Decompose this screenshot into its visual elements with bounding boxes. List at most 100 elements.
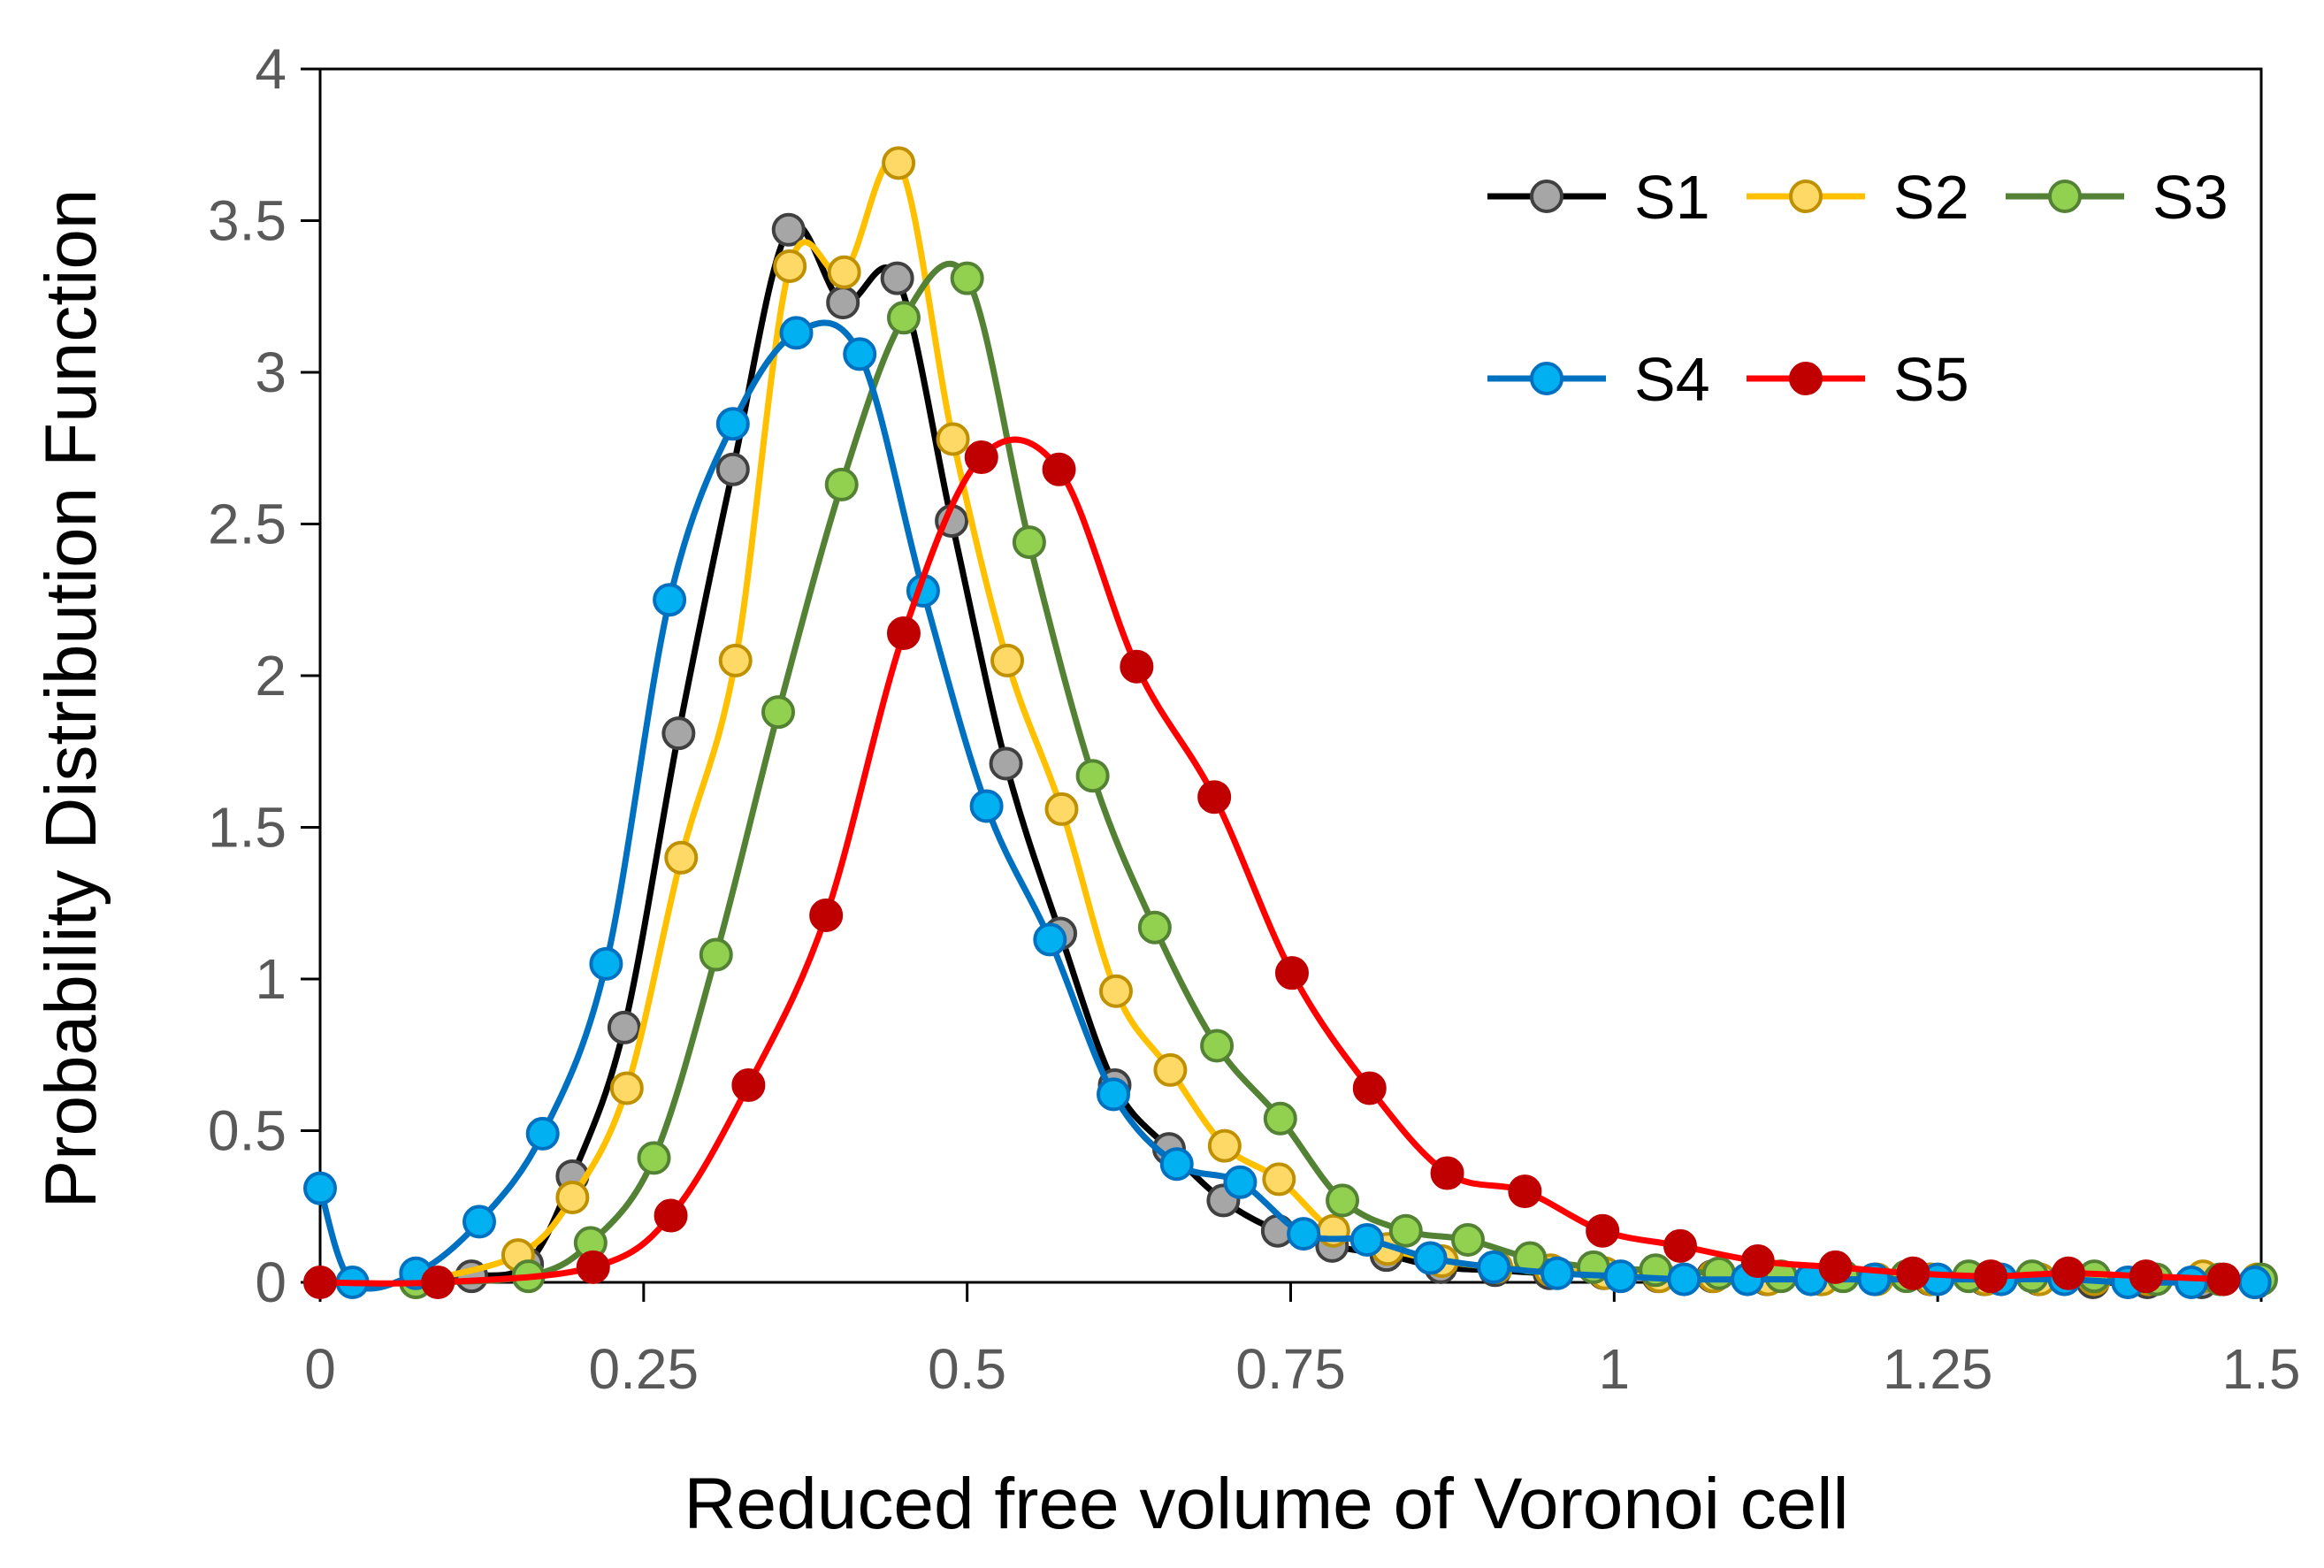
series-s4-point [2174, 1266, 2208, 1299]
series-s4-point [653, 583, 687, 617]
series-s3-point [886, 301, 921, 335]
x-tick-label: 1.25 [1883, 1337, 1993, 1401]
series-s4-point [589, 946, 623, 981]
series-s3-point [1012, 525, 1046, 560]
legend-item-s5: S5 [1747, 345, 1969, 414]
series-s4-point [525, 1116, 560, 1151]
series-s4-point [843, 337, 877, 371]
y-tick-label: 3.5 [208, 189, 287, 253]
series-s5-point [1197, 780, 1232, 815]
series-s5-point [1352, 1071, 1387, 1105]
series-s5-point [1896, 1256, 1930, 1290]
series-s5-point [1974, 1259, 2008, 1294]
x-tick-labels: 0 0.25 0.5 0.75 1 1.25 1.5 [304, 1337, 2300, 1401]
series-s3-point [1137, 910, 1172, 945]
legend-label-s1: S1 [1634, 163, 1710, 232]
series-s3-point [1388, 1213, 1423, 1248]
series-s5-point [1274, 956, 1309, 991]
series-s4-point [1413, 1241, 1448, 1275]
series-s5-point [1818, 1250, 1853, 1284]
series-s1-point [826, 286, 860, 320]
series-s5-point [576, 1250, 610, 1284]
legend-label-s2: S2 [1893, 163, 1969, 232]
series-s2-point [1044, 792, 1079, 826]
series-s4-point [1097, 1077, 1131, 1112]
series-s3-point [761, 695, 796, 730]
series-s2-point [1262, 1162, 1296, 1197]
series-s5-point [1740, 1243, 1775, 1278]
y-tick-label: 1.5 [208, 796, 287, 860]
y-tick-label: 2.5 [208, 493, 287, 556]
x-tick-label: 0.5 [928, 1337, 1006, 1401]
series-s1-point [880, 261, 914, 295]
series-s4-point [715, 407, 750, 441]
legend-marker-s2 [1789, 180, 1823, 213]
x-tick-label: 1.5 [2222, 1337, 2301, 1401]
series-s2-point [555, 1180, 590, 1214]
series-s2-point [609, 1071, 644, 1105]
series-s4-point [1033, 922, 1067, 957]
series-s5-point [654, 1198, 688, 1233]
series-s5-point [1430, 1156, 1464, 1190]
series-s4-point [1159, 1147, 1194, 1182]
series-s5-point [886, 616, 921, 650]
y-axis-title: Probability Distribution Function [31, 188, 111, 1208]
series-s4-point [1477, 1250, 1511, 1284]
x-tick-label: 0 [304, 1337, 336, 1401]
series-s1-point [771, 212, 806, 247]
series-layer [303, 146, 2278, 1299]
y-tick-label: 1 [255, 947, 287, 1011]
series-s5-point [303, 1266, 337, 1299]
series-s5-point [1586, 1213, 1620, 1248]
series-s5 [303, 436, 2241, 1299]
series-s2-point [664, 840, 699, 875]
series-s4-point [1667, 1262, 1701, 1296]
series-s5-point [1120, 649, 1154, 684]
y-tick-label: 3 [255, 340, 287, 404]
series-s3-point [1263, 1101, 1297, 1136]
series-s4-point [2237, 1266, 2272, 1299]
legend-marker-s5 [1789, 362, 1823, 395]
series-s4-point [1287, 1217, 1321, 1251]
series-s5-point [731, 1068, 766, 1103]
series-s5-point [964, 440, 998, 475]
series-s5-point [421, 1266, 455, 1299]
series-s3-point [699, 937, 733, 972]
series-s2-point [990, 643, 1025, 677]
series-s4-point [462, 1205, 496, 1239]
series-s5-point [1663, 1228, 1697, 1263]
series-s3-point [1075, 759, 1110, 793]
series-s2-point [827, 255, 861, 289]
legend-label-s5: S5 [1893, 345, 1969, 414]
legend-label-s4: S4 [1634, 345, 1710, 414]
legend: S1 S2 S3 S4 S5 [1487, 163, 2228, 414]
series-s3-point [1326, 1183, 1360, 1218]
y-tick-label: 0 [255, 1251, 287, 1314]
series-s4 [303, 316, 2272, 1299]
series-s4-point [1540, 1256, 1574, 1290]
y-tick-label: 0.5 [208, 1099, 287, 1163]
legend-item-s4: S4 [1487, 345, 1710, 414]
series-s1-point [989, 746, 1023, 781]
series-s4-point [1223, 1165, 1258, 1199]
series-s2-point [1098, 974, 1133, 1008]
series-s5-point [809, 898, 844, 932]
series-s5-point [2206, 1262, 2241, 1296]
series-s2-point [718, 643, 753, 677]
series-s3-point [637, 1141, 671, 1175]
series-s4-point [779, 316, 814, 350]
series-s2-point [1153, 1052, 1188, 1087]
series-s3-point [824, 467, 859, 501]
series-s1-point [661, 716, 696, 751]
series-s3-point [1200, 1029, 1235, 1063]
y-tick-label: 2 [255, 644, 287, 708]
legend-item-s2: S2 [1747, 163, 1969, 232]
series-s2-point [882, 146, 916, 180]
series-s1-point [715, 452, 750, 486]
series-s3-point [1701, 1256, 1736, 1290]
legend-item-s1: S1 [1487, 163, 1710, 232]
y-tick-label: 4 [255, 37, 287, 101]
legend-marker-s1 [1530, 180, 1563, 213]
series-s3-point [950, 261, 984, 295]
